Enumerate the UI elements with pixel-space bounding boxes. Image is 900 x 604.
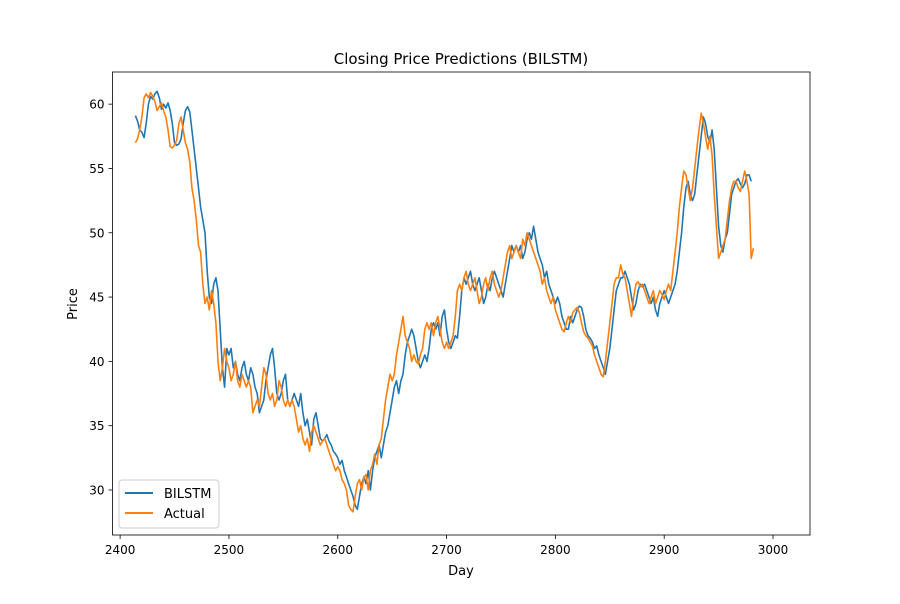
series-line-actual (134, 91, 755, 513)
x-axis-ticks: 2400 2500 2600 2700 2800 2900 3000 (105, 535, 788, 557)
y-tick-label: 60 (89, 98, 104, 112)
legend-label-actual: Actual (164, 507, 205, 522)
y-tick-label: 35 (89, 419, 104, 433)
y-tick-label: 40 (89, 355, 104, 369)
x-tick-label: 2600 (322, 543, 353, 557)
series-lines (134, 90, 755, 513)
legend-label-bilstm: BILSTM (164, 487, 211, 502)
x-tick-label: 3000 (758, 543, 789, 557)
x-tick-label: 2700 (431, 543, 462, 557)
x-tick-label: 2900 (649, 543, 680, 557)
x-tick-label: 2800 (540, 543, 571, 557)
series-line-bilstm (134, 90, 752, 511)
y-tick-label: 45 (89, 291, 104, 305)
plot-frame (112, 71, 811, 536)
y-axis-ticks: 30 35 40 45 50 55 60 (89, 98, 113, 497)
y-tick-label: 30 (89, 483, 104, 497)
y-tick-label: 50 (89, 226, 104, 240)
chart-title: Closing Price Predictions (BILSTM) (334, 50, 588, 68)
x-tick-label: 2500 (214, 543, 245, 557)
y-axis-label: Price (66, 288, 81, 320)
x-axis-label: Day (448, 564, 474, 579)
x-tick-label: 2400 (105, 543, 136, 557)
legend: BILSTM Actual (118, 479, 220, 529)
y-tick-label: 55 (89, 162, 104, 176)
